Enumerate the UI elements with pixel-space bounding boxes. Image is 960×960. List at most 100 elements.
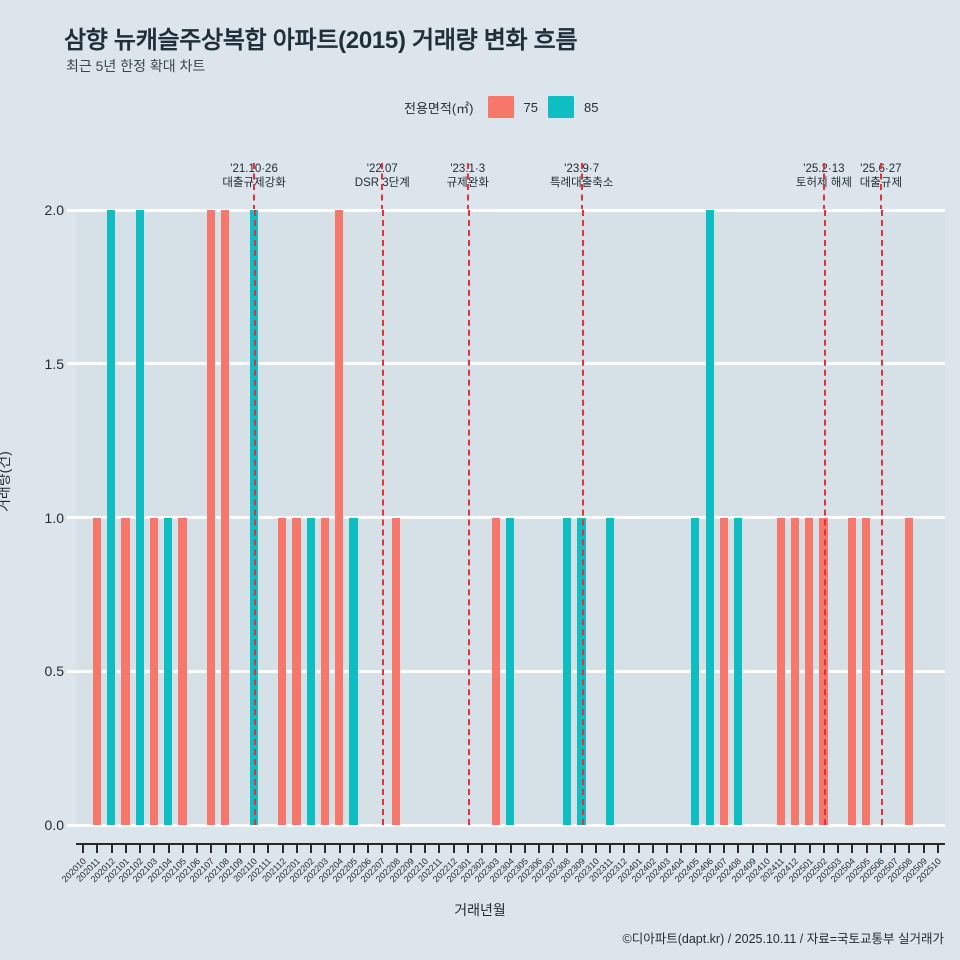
event-annotation-text: 토허제 해제 [795, 177, 852, 189]
chart-bar [819, 517, 828, 825]
event-line [467, 210, 470, 825]
chart-bar [791, 517, 800, 825]
chart-bar [221, 210, 230, 825]
chart-bar [776, 517, 785, 825]
x-axis-tickmark [381, 843, 384, 853]
x-axis-tickmark [438, 843, 441, 853]
x-axis-tickmark [324, 843, 327, 853]
event-line [382, 210, 385, 825]
x-axis-tickmark [523, 843, 526, 853]
x-axis-tickmark [537, 843, 540, 853]
chart-bar [691, 517, 700, 825]
event-annotation: '21.10·26 대출규제강화 [222, 162, 285, 191]
x-axis-tickmark [452, 843, 455, 853]
event-annotation-tick [822, 163, 825, 211]
x-axis-tickmark [623, 843, 626, 853]
event-annotation-tick [879, 163, 882, 211]
x-axis-tickmark [181, 843, 184, 853]
chart-bar [121, 517, 130, 825]
x-axis-tickmark [196, 843, 199, 853]
event-line [880, 210, 883, 825]
x-axis-tickmark [651, 843, 654, 853]
event-line [254, 210, 257, 825]
x-axis-tickmark [908, 843, 911, 853]
legend-swatch-75 [487, 96, 514, 118]
bars-layer [76, 210, 945, 825]
event-annotation: '25.2·13 토허제 해제 [796, 162, 852, 191]
chart-bar [135, 210, 144, 825]
x-axis-tickmark [481, 843, 483, 853]
x-axis-tickmark [808, 843, 811, 853]
chart-bar [605, 517, 615, 825]
x-axis-tickmark [153, 843, 156, 853]
x-axis-tickmark [409, 843, 412, 853]
x-axis-tickmark [851, 843, 854, 853]
x-axis-tickmark [110, 843, 113, 853]
chart-bar [164, 517, 173, 825]
x-axis-tickmark [267, 843, 270, 853]
x-axis-tickmark [594, 843, 597, 853]
legend-label-75: 75 [523, 99, 538, 115]
x-axis-tickmark [765, 843, 768, 853]
chart-bar [719, 517, 728, 825]
event-line [581, 210, 584, 825]
event-annotation-date: '21.10·26 [230, 163, 278, 175]
event-annotation-text: 대출규제강화 [222, 177, 286, 189]
x-axis-tickmark [922, 843, 925, 853]
x-axis-tickmark [865, 843, 868, 853]
x-axis-tickmark [694, 843, 697, 853]
chart-bar [862, 517, 871, 825]
x-axis-tickmark [879, 843, 882, 853]
event-annotation: '23.1·3 규제완화 [447, 162, 489, 191]
event-annotation-date: '23.1·3 [450, 163, 486, 175]
legend-swatch-85 [547, 96, 574, 118]
chart-bar [705, 210, 714, 825]
y-axis-tickmark [67, 362, 76, 366]
x-axis-tickmark [723, 843, 726, 853]
chart-legend: 전용면적(㎡) 75 85 [404, 96, 598, 118]
chart-bar [149, 517, 159, 825]
y-axis-tick-label: 2.0 [44, 202, 64, 218]
chart-bar [349, 517, 358, 825]
event-lines-layer [76, 210, 945, 825]
event-annotation-text: 규제완화 [446, 177, 489, 189]
x-axis-tickmark [395, 843, 398, 853]
event-annotation-date: '25.2·13 [803, 163, 845, 175]
y-axis-title: 거래량(건) [0, 451, 12, 512]
event-annotation: '25.6·27 대출규제 [860, 162, 902, 191]
x-axis-tickmark [167, 843, 170, 853]
x-axis-tickmark [352, 843, 355, 853]
x-axis-tickmark [253, 843, 256, 853]
x-axis-tickmark [338, 843, 341, 853]
chart-bar [178, 517, 187, 825]
x-axis-tickmark [295, 843, 298, 853]
x-axis-tickmark [139, 843, 142, 853]
y-axis-tick-label: 0.5 [44, 663, 64, 680]
page-subtitle: 최근 5년 한정 확대 차트 [66, 58, 206, 74]
x-axis-tickmark [609, 843, 612, 853]
chart-bar [392, 517, 401, 825]
chart-bar [506, 517, 515, 825]
page-title: 삼향 뉴캐슬주상복합 아파트(2015) 거래량 변화 흐름 [64, 27, 578, 54]
x-axis-tickmark [637, 843, 640, 853]
event-annotation-tick [381, 163, 384, 211]
x-axis-tickmark [210, 843, 213, 853]
x-axis-tickmark [552, 843, 555, 853]
legend-title: 전용면적(㎡) [404, 100, 474, 116]
legend-label-85: 85 [583, 99, 599, 115]
x-axis-tickmark [751, 843, 754, 853]
chart-bar [577, 517, 586, 825]
x-axis-tickmark [124, 843, 127, 853]
chart-bar [306, 517, 315, 825]
x-axis-tickmark [424, 843, 427, 853]
gridline [76, 823, 945, 827]
x-axis-tickmark [367, 843, 370, 853]
event-annotation: '22.07 DSR 3단계 [355, 162, 410, 191]
gridline [76, 208, 945, 212]
x-axis-tickmark [936, 843, 939, 853]
x-axis-tickmark [794, 843, 797, 853]
y-axis-tickmark [67, 516, 76, 519]
x-axis-tickmark [580, 843, 583, 853]
gridline [76, 362, 945, 366]
x-axis-tickmark [238, 843, 241, 853]
